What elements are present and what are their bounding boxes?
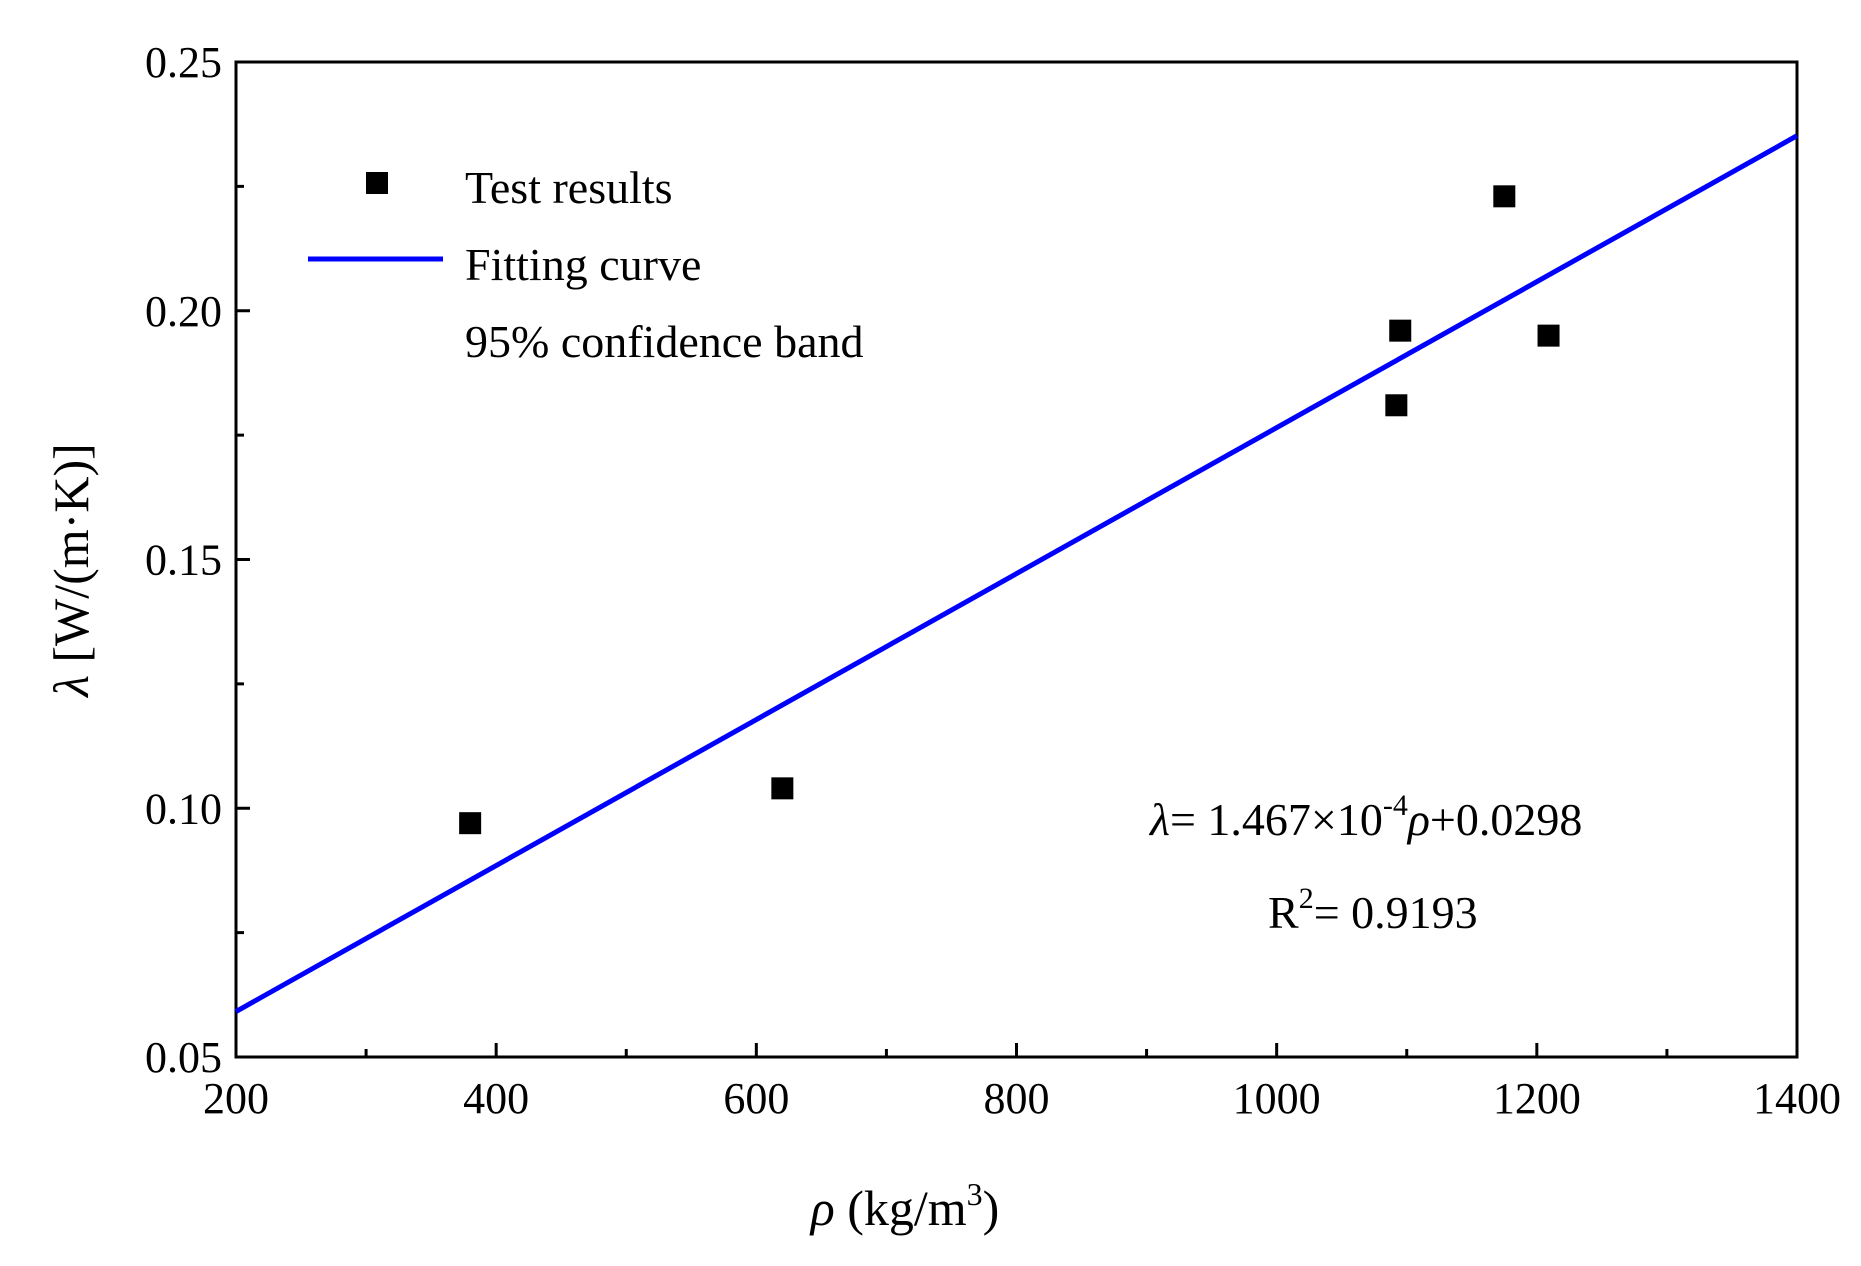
- data-point: [771, 777, 794, 800]
- test-results-points: [459, 185, 1560, 835]
- legend: Test results Fitting curve 95% confidenc…: [308, 162, 864, 367]
- data-point: [1537, 324, 1560, 347]
- y-tick-label: 0.20: [145, 287, 222, 336]
- y-tick-label: 0.25: [145, 38, 222, 87]
- y-tick-label: 0.15: [145, 536, 222, 585]
- y-tick-label: 0.05: [145, 1033, 222, 1082]
- x-tick-label: 400: [463, 1074, 529, 1123]
- fit-equation: λ= 1.467×10-4ρ+0.0298: [1148, 789, 1582, 845]
- axis-ticks: [234, 60, 1799, 1059]
- legend-label-confidence-band: 95% confidence band: [465, 316, 864, 367]
- data-point: [1385, 394, 1408, 417]
- x-tick-label: 1000: [1233, 1074, 1321, 1123]
- legend-label-test-results: Test results: [465, 162, 673, 213]
- fitting-curve-line: [234, 133, 1799, 1014]
- x-tick-label: 800: [984, 1074, 1050, 1123]
- x-tick-label: 1400: [1753, 1074, 1841, 1123]
- fit-annotation: λ= 1.467×10-4ρ+0.0298 R2= 0.9193: [1148, 789, 1582, 938]
- axis-tick-labels: 200 400 600 800 1000 1200 1400 0.05 0.10 0.15 0.20…: [145, 38, 1841, 1123]
- legend-marker-square: [366, 172, 388, 194]
- x-axis-title: ρ (kg/m3): [809, 1176, 1000, 1236]
- x-tick-label: 600: [723, 1074, 789, 1123]
- y-axis-title: λ [W/(m·K)]: [43, 443, 99, 699]
- legend-label-fitting-curve: Fitting curve: [465, 239, 701, 290]
- x-tick-label: 1200: [1493, 1074, 1581, 1123]
- data-point: [1389, 319, 1412, 342]
- r-squared: R2= 0.9193: [1268, 882, 1478, 938]
- x-tick-label: 200: [203, 1074, 269, 1123]
- y-tick-label: 0.10: [145, 784, 222, 833]
- data-point: [459, 812, 482, 835]
- data-point: [1493, 185, 1516, 208]
